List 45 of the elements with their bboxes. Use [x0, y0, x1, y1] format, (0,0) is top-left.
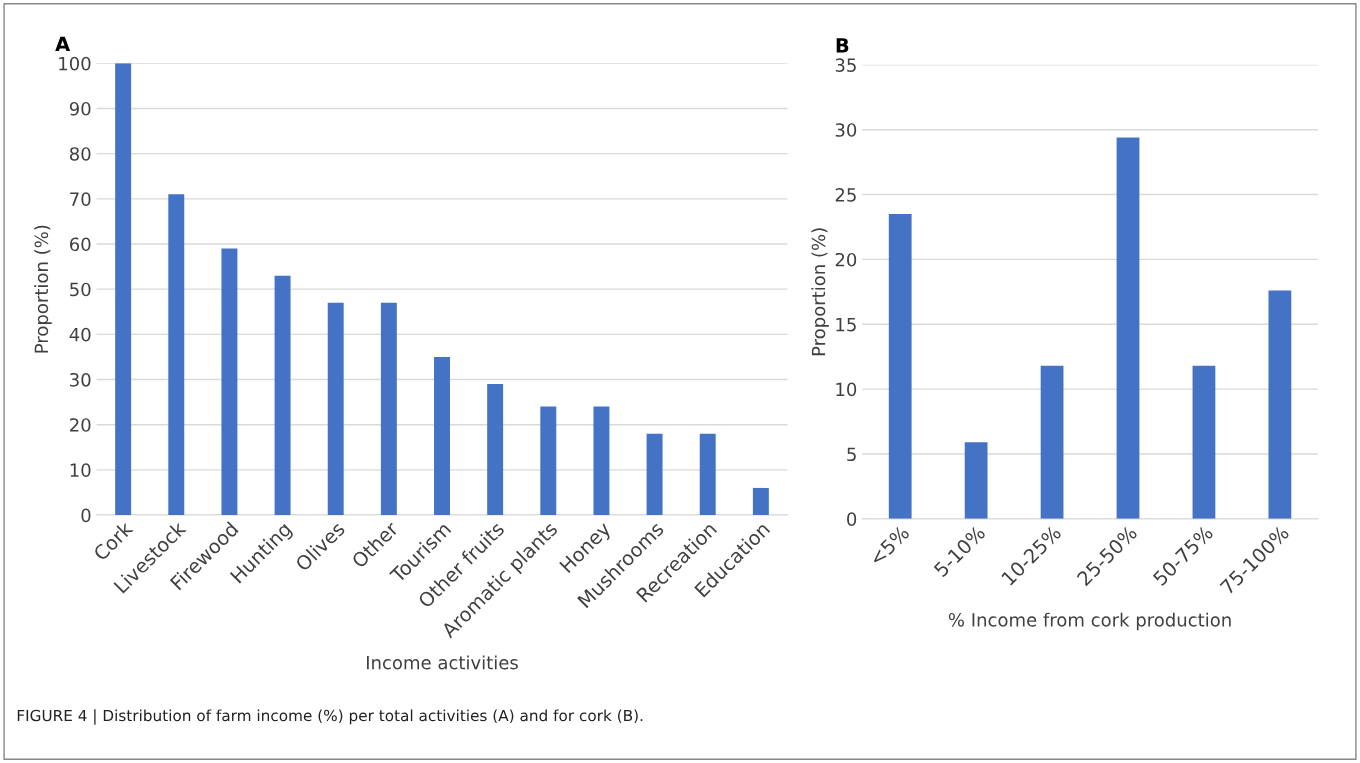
bar	[964, 442, 988, 519]
y-tick-label: 30	[70, 372, 91, 387]
bar	[221, 248, 238, 516]
y-tick-label: 40	[69, 327, 91, 342]
y-tick-label: 20	[70, 418, 91, 432]
bar	[1192, 365, 1216, 519]
y-tick-label: 25	[835, 188, 856, 202]
y-tick-label: 5	[847, 447, 856, 462]
bar	[380, 302, 397, 516]
bar	[540, 406, 557, 516]
y-axis-title: Proportion (%)	[811, 228, 829, 356]
y-tick-label: 20	[835, 252, 857, 267]
y-tick-label: 0	[847, 512, 857, 526]
bar	[888, 214, 912, 519]
y-tick-label: 90	[69, 101, 91, 116]
bar	[1040, 365, 1064, 519]
bar	[1268, 290, 1292, 519]
y-tick-label: 0	[81, 508, 91, 523]
bar	[487, 384, 504, 516]
chart-title: B	[836, 38, 849, 53]
bar	[434, 356, 450, 516]
bar	[168, 194, 185, 516]
y-tick-label: 60	[69, 237, 91, 252]
bar	[646, 433, 663, 516]
y-tick-label: 10	[70, 463, 91, 477]
y-tick-label: 35	[835, 58, 856, 72]
bar	[274, 275, 291, 516]
bar	[115, 63, 132, 516]
bar	[593, 406, 610, 516]
bar	[752, 487, 769, 516]
x-axis-title: Income activities	[366, 655, 518, 670]
y-axis-title: Proportion (%)	[34, 225, 52, 353]
y-tick-label: 50	[70, 282, 91, 297]
chart-title: A	[55, 36, 71, 51]
y-tick-label: 30	[835, 123, 857, 137]
caption: FIGURE 4 | Distribution of farm income (%) per total activities (A) and for cork (B).	[17, 709, 643, 725]
y-tick-label: 100	[59, 56, 91, 71]
y-tick-label: 70	[70, 192, 91, 206]
y-tick-label: 15	[836, 317, 856, 332]
y-tick-label: 10	[836, 382, 857, 397]
bar	[699, 433, 716, 516]
y-tick-label: 80	[69, 147, 91, 161]
x-axis-title: % Income from cork production	[948, 612, 1231, 631]
bar	[1116, 137, 1140, 519]
bar	[327, 302, 344, 516]
